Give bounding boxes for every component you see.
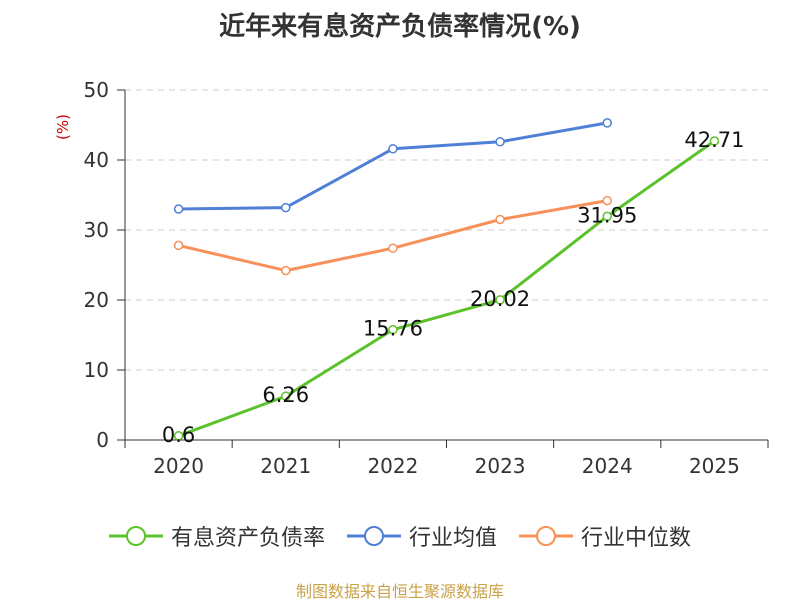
data-point xyxy=(388,324,398,335)
series-line xyxy=(178,121,608,211)
data-label: 6.26 xyxy=(262,383,309,407)
data-point xyxy=(602,118,612,128)
chart-title: 近年来有息资产负债率情况(%) xyxy=(219,12,581,42)
data-point xyxy=(173,240,184,251)
data-point xyxy=(173,431,184,441)
data-label: 0.6 xyxy=(162,423,195,447)
data-label: 15.76 xyxy=(363,317,423,341)
data-point xyxy=(495,214,505,225)
y-tick-label: 50 xyxy=(84,78,109,102)
y-tick-label: 0 xyxy=(96,428,109,452)
data-point xyxy=(388,243,398,253)
y-tick-label: 30 xyxy=(84,218,109,242)
y-tick-label: 10 xyxy=(84,358,109,382)
data-label: 31.95 xyxy=(577,203,637,227)
data-label: 42.71 xyxy=(684,128,744,152)
y-axis-label: (%) xyxy=(54,114,72,140)
data-label: 20.02 xyxy=(470,287,530,311)
x-tick-label: 2022 xyxy=(367,454,418,478)
data-point xyxy=(495,137,505,147)
x-tick-label: 2024 xyxy=(582,454,633,478)
legend-item[interactable]: 行业均值 xyxy=(346,520,497,552)
data-point xyxy=(602,195,612,206)
y-tick-label: 20 xyxy=(84,288,109,312)
x-tick-label: 2025 xyxy=(689,454,740,478)
data-point xyxy=(602,211,612,222)
data-point xyxy=(709,136,720,146)
data-point xyxy=(281,265,291,276)
y-tick-label: 40 xyxy=(84,148,109,172)
series-line xyxy=(178,199,608,273)
legend-label: 行业均值 xyxy=(408,526,497,551)
legend-marker xyxy=(108,526,163,546)
data-point xyxy=(173,204,184,214)
legend-label: 行业中位数 xyxy=(581,526,692,551)
legend-marker xyxy=(519,526,573,546)
x-tick-label: 2023 xyxy=(475,454,526,478)
data-point xyxy=(495,295,505,305)
source-note: 制图数据来自恒生聚源数据库 xyxy=(295,582,504,601)
data-point xyxy=(281,202,291,213)
legend: 有息资产负债率 行业均值 行业中位数 xyxy=(0,520,800,552)
data-point xyxy=(281,391,291,401)
x-tick-label: 2020 xyxy=(153,454,204,478)
legend-item[interactable]: 有息资产负债率 xyxy=(108,520,325,552)
legend-item[interactable]: 行业中位数 xyxy=(519,520,691,552)
x-tick-label: 2021 xyxy=(260,454,311,478)
series-line xyxy=(178,139,716,438)
legend-marker xyxy=(346,526,401,546)
legend-label: 有息资产负债率 xyxy=(170,526,325,551)
data-point xyxy=(388,144,398,154)
